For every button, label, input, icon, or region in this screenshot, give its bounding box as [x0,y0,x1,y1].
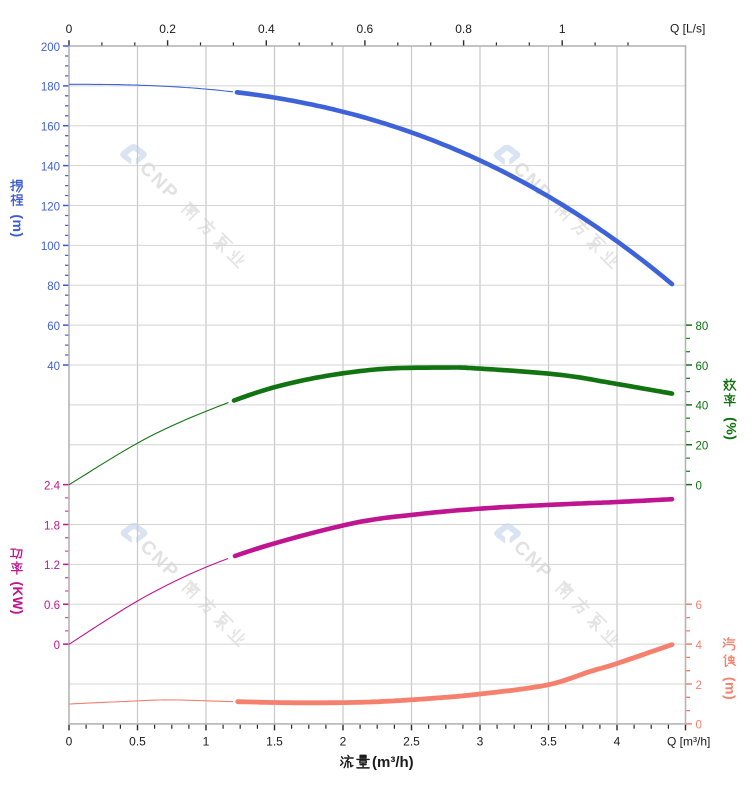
svg-text:3: 3 [477,735,484,749]
svg-text:0: 0 [66,735,73,749]
svg-text:0: 0 [696,480,702,492]
svg-text:80: 80 [47,281,60,293]
svg-text:0.2: 0.2 [159,22,176,36]
svg-text:1: 1 [203,735,210,749]
svg-text:20: 20 [696,441,709,453]
svg-text:180: 180 [41,82,60,94]
svg-text:0: 0 [66,22,73,36]
svg-text:0.8: 0.8 [455,22,472,36]
svg-text:40: 40 [696,401,709,413]
svg-text:(KW): (KW) [10,581,25,614]
svg-text:0.4: 0.4 [258,22,275,36]
svg-text:0.6: 0.6 [44,600,60,612]
svg-text:Q [L/s]: Q [L/s] [670,22,705,36]
svg-text:1: 1 [559,22,566,36]
svg-text:60: 60 [696,361,709,373]
svg-text:2: 2 [696,680,702,692]
svg-text:4: 4 [696,640,703,652]
svg-text:0: 0 [54,640,60,652]
svg-text:2: 2 [340,735,347,749]
svg-text:140: 140 [41,161,60,173]
svg-text:80: 80 [696,321,709,333]
svg-text:60: 60 [47,321,60,333]
svg-text:200: 200 [41,42,60,54]
svg-text:4: 4 [614,735,621,749]
svg-text:(m³/h): (m³/h) [372,754,414,771]
svg-text:40: 40 [47,361,60,373]
svg-text:Q [m³/h]: Q [m³/h] [667,735,710,749]
svg-text:(%): (%) [724,417,740,440]
svg-text:6: 6 [696,600,702,612]
svg-text:1.5: 1.5 [266,735,283,749]
svg-text:0.6: 0.6 [357,22,374,36]
svg-text:160: 160 [41,122,60,134]
svg-text:3.5: 3.5 [540,735,557,749]
svg-text:1.8: 1.8 [44,520,60,532]
svg-text:100: 100 [41,241,60,253]
svg-text:(m): (m) [723,677,739,700]
svg-text:2.4: 2.4 [44,480,61,492]
svg-text:2.5: 2.5 [403,735,420,749]
svg-text:0.5: 0.5 [129,735,146,749]
svg-text:(m): (m) [10,214,26,237]
svg-text:1.2: 1.2 [44,560,60,572]
svg-text:120: 120 [41,201,60,213]
svg-text:0: 0 [696,720,702,732]
